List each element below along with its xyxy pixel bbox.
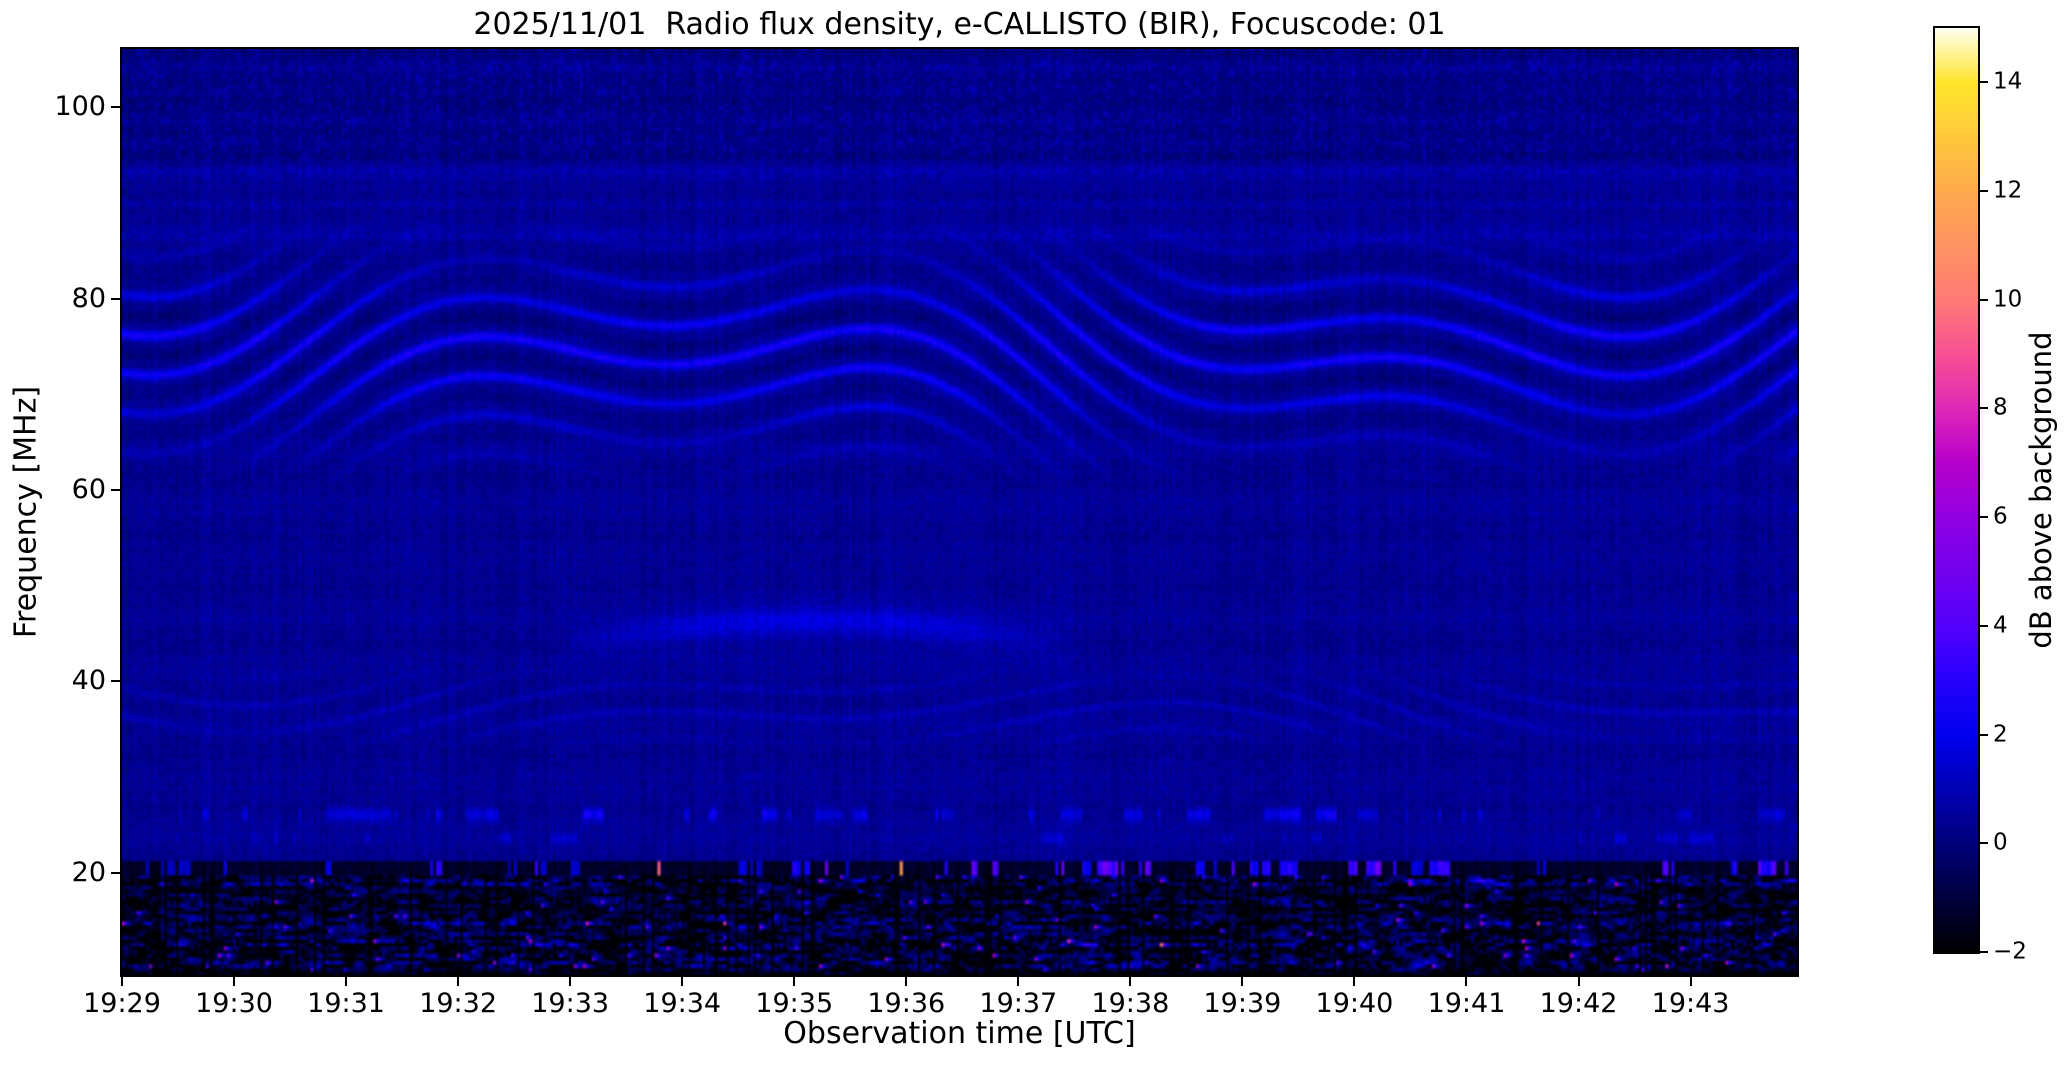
x-tick-label: 19:39 <box>1203 988 1282 1019</box>
chart-title: 2025/11/01 Radio flux density, e-CALLIST… <box>473 7 1446 42</box>
colorbar <box>1933 26 1980 954</box>
colorbar-tick-label: 8 <box>1993 394 2008 421</box>
x-tick-label: 19:42 <box>1539 988 1618 1019</box>
x-tick-label: 19:36 <box>867 988 946 1019</box>
x-tick-label: 19:40 <box>1315 988 1394 1019</box>
y-tick-mark <box>111 488 120 491</box>
colorbar-tick-label: 14 <box>1993 68 2023 95</box>
colorbar-tick-label: 10 <box>1993 286 2023 313</box>
y-tick-label: 60 <box>71 473 106 505</box>
x-tick-mark <box>345 977 348 986</box>
x-tick-label: 19:33 <box>531 988 610 1019</box>
x-tick-label: 19:29 <box>83 988 161 1019</box>
x-tick-label: 19:30 <box>195 988 273 1019</box>
x-tick-mark <box>905 977 908 986</box>
x-tick-mark <box>793 977 796 986</box>
colorbar-tick-label: 12 <box>1993 177 2023 204</box>
colorbar-tick-mark <box>1980 407 1988 410</box>
spectrogram-plot <box>120 47 1799 977</box>
colorbar-label: dB above background <box>2024 331 2058 649</box>
spectrogram-canvas <box>122 49 1797 975</box>
colorbar-tick-mark <box>1980 624 1988 627</box>
x-tick-mark <box>457 977 460 986</box>
x-tick-mark <box>121 977 123 986</box>
y-axis-label: Frequency [MHz] <box>8 385 44 639</box>
x-tick-mark <box>569 977 572 986</box>
x-tick-label: 19:37 <box>979 988 1058 1019</box>
x-tick-label: 19:31 <box>307 988 385 1019</box>
x-tick-label: 19:32 <box>419 988 498 1019</box>
colorbar-tick-label: 2 <box>1993 721 2008 748</box>
x-tick-label: 19:34 <box>643 988 722 1019</box>
colorbar-tick-label: 0 <box>1993 829 2008 856</box>
x-axis-label: Observation time [UTC] <box>783 1016 1136 1051</box>
x-tick-mark <box>1129 977 1132 986</box>
x-tick-mark <box>1689 977 1692 986</box>
colorbar-tick-mark <box>1980 516 1988 519</box>
x-tick-mark <box>1465 977 1468 986</box>
y-tick-mark <box>111 871 120 874</box>
colorbar-tick-mark <box>1980 951 1988 953</box>
y-tick-label: 40 <box>71 665 106 697</box>
colorbar-tick-mark <box>1980 190 1988 193</box>
y-tick-mark <box>111 680 120 683</box>
y-tick-label: 80 <box>71 282 106 314</box>
colorbar-tick-label: 6 <box>1993 503 2008 530</box>
colorbar-tick-mark <box>1980 842 1988 845</box>
x-tick-mark <box>1241 977 1244 986</box>
x-tick-mark <box>1353 977 1356 986</box>
x-tick-label: 19:41 <box>1427 988 1506 1019</box>
x-tick-label: 19:38 <box>1091 988 1170 1019</box>
colorbar-tick-mark <box>1980 733 1988 736</box>
colorbar-tick-label: −2 <box>1993 938 2027 965</box>
colorbar-tick-mark <box>1980 298 1988 301</box>
colorbar-tick-label: 4 <box>1993 612 2008 639</box>
y-tick-label: 100 <box>54 91 106 123</box>
y-tick-label: 20 <box>71 856 106 888</box>
colorbar-tick-mark <box>1980 81 1988 84</box>
y-tick-mark <box>111 106 120 109</box>
x-tick-label: 19:43 <box>1651 988 1730 1019</box>
x-tick-mark <box>681 977 684 986</box>
x-tick-mark <box>1577 977 1580 986</box>
x-tick-label: 19:35 <box>755 988 834 1019</box>
x-tick-mark <box>233 977 236 986</box>
x-tick-mark <box>1017 977 1020 986</box>
y-tick-mark <box>111 297 120 300</box>
